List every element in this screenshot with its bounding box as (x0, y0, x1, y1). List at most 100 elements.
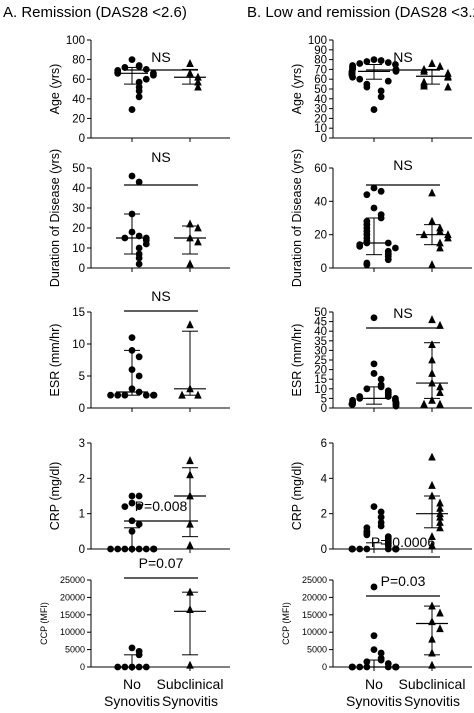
data-point-circle (392, 244, 399, 252)
y-tick-label: 4 (321, 473, 328, 485)
y-tick-label: 25 (314, 355, 327, 367)
y-tick-label: 5 (321, 393, 327, 405)
y-tick-label: 0 (79, 403, 85, 415)
y-tick-label: 30 (314, 345, 327, 357)
data-point-circle (114, 391, 122, 399)
data-point-triangle (436, 503, 444, 512)
panel-B-duration: 0 20 40 60 Duration of Disease (yrs) NS (290, 149, 472, 287)
data-point-circle (377, 508, 385, 516)
data-point-triangle (428, 260, 436, 269)
data-point-circle (121, 64, 129, 71)
data-point-circle (142, 240, 150, 248)
data-point-triangle (186, 320, 194, 329)
y-tick-label: 5000 (307, 645, 327, 655)
data-point-triangle (186, 233, 194, 242)
y-tick-label: 35 (314, 336, 327, 348)
data-point-circle (135, 78, 143, 86)
data-point-circle (363, 58, 371, 65)
data-point-circle (150, 71, 157, 79)
data-point-circle (348, 545, 356, 553)
data-point-circle (128, 228, 136, 236)
y-tick-label: 0 (321, 133, 327, 145)
significance-label: NS (151, 149, 170, 165)
data-point-triangle (420, 81, 428, 90)
panel-B-crp: 0 2 4 6 CRP (mg/dl) P= 0.0006 (290, 438, 472, 558)
y-tick-label: 20 (314, 113, 327, 125)
data-point-circle (363, 83, 371, 91)
y-tick-label: 100 (66, 35, 85, 47)
y-axis-label: CRP (mg/dl) (290, 462, 304, 531)
data-point-circle (377, 375, 385, 383)
y-tick-label: 40 (314, 326, 327, 338)
significance-label: P=0.07 (139, 555, 184, 571)
data-point-triangle (436, 523, 444, 532)
data-point-circle (348, 663, 356, 671)
y-axis-label: Duration of Disease (yrs) (48, 149, 62, 287)
y-tick-label: 10 (314, 123, 327, 135)
data-point-triangle (444, 82, 452, 91)
data-point-circle (128, 106, 136, 113)
data-point-triangle (428, 378, 436, 387)
data-point-circle (114, 69, 122, 77)
data-point-circle (349, 73, 356, 81)
data-point-circle (128, 517, 136, 525)
data-point-triangle (194, 237, 202, 246)
data-point-triangle (420, 399, 428, 408)
data-point-triangle (428, 617, 436, 626)
data-point-circle (363, 663, 371, 671)
data-point-circle (142, 545, 150, 553)
data-point-circle (356, 60, 364, 67)
data-point-triangle (194, 72, 202, 81)
data-point-circle (142, 391, 150, 399)
data-point-triangle (436, 388, 444, 397)
data-point-triangle (436, 320, 444, 329)
data-point-triangle (186, 587, 194, 596)
data-point-triangle (186, 68, 194, 77)
y-tick-label: 2 (321, 509, 327, 521)
data-point-triangle (194, 390, 202, 399)
data-point-circle (142, 66, 150, 73)
data-point-circle (142, 75, 150, 83)
data-point-triangle (428, 452, 436, 461)
data-point-circle (370, 184, 378, 192)
data-point-circle (107, 545, 114, 553)
data-point-circle (128, 499, 136, 507)
significance-label: NS (151, 49, 170, 65)
y-tick-label: 0 (321, 403, 327, 415)
data-point-triangle (428, 540, 436, 549)
x-category-label: Synovitis (346, 693, 402, 709)
panel-A-crp: 0 1 2 3 CRP (mg/dl) P=0.008 (48, 438, 230, 556)
y-tick-label: 40 (72, 94, 85, 106)
y-tick-label: 50 (72, 163, 85, 175)
data-point-circle (356, 395, 364, 402)
data-point-circle (135, 178, 143, 186)
data-point-triangle (428, 340, 436, 349)
data-point-triangle (428, 491, 436, 500)
data-point-triangle (178, 390, 186, 399)
data-point-circle (370, 204, 378, 212)
data-point-circle (377, 649, 385, 657)
data-point-circle (114, 545, 122, 553)
data-point-triangle (186, 540, 194, 549)
data-point-circle (392, 402, 400, 410)
x-category-label: Subclinical (399, 676, 466, 692)
data-point-circle (128, 334, 136, 341)
panel-A-duration: 0 10 20 30 40 50 Duration of Disease (yrs) NS (48, 149, 230, 287)
data-point-triangle (186, 519, 194, 528)
data-point-circle (114, 663, 122, 671)
data-point-triangle (436, 624, 444, 633)
y-tick-label: 10 (72, 243, 85, 255)
data-point-circle (384, 545, 392, 553)
significance-label: P= 0.0006 (371, 534, 435, 550)
y-tick-label: 15000 (60, 610, 85, 620)
data-point-triangle (194, 223, 202, 232)
y-tick-label: 20 (314, 230, 327, 242)
y-tick-label: 30 (72, 203, 85, 215)
data-point-triangle (428, 188, 436, 197)
y-tick-label: 0 (321, 544, 327, 556)
data-point-circle (128, 56, 136, 63)
data-point-circle (135, 232, 143, 240)
y-tick-label: 20 (72, 223, 85, 235)
data-point-triangle (428, 355, 436, 364)
y-tick-label: 50 (314, 84, 327, 96)
